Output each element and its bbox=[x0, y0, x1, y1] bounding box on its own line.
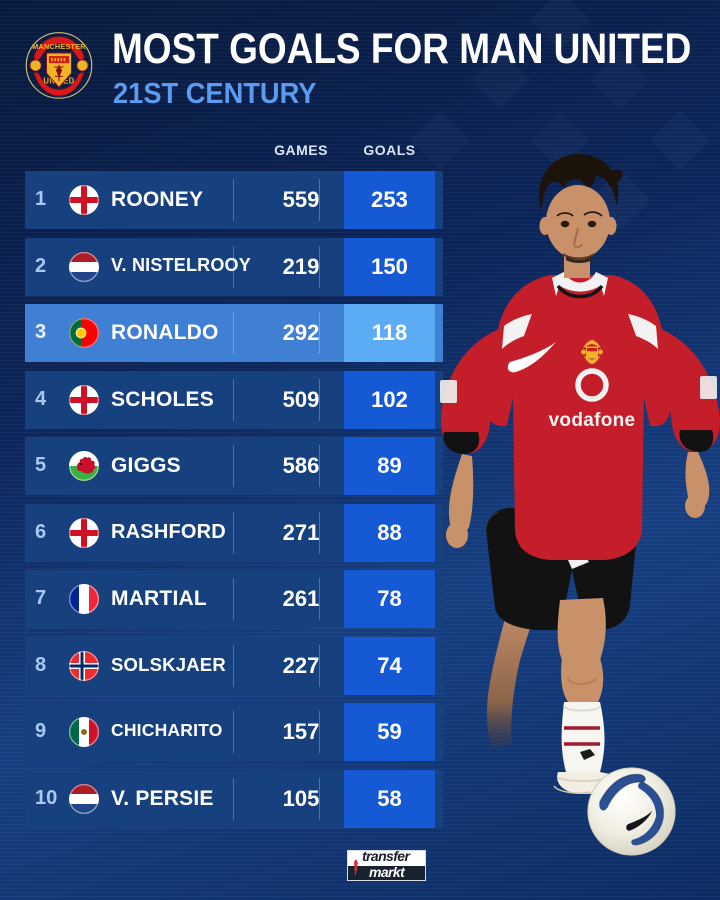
svg-text:vodafone: vodafone bbox=[549, 410, 636, 431]
svg-text:MANCHESTER: MANCHESTER bbox=[32, 42, 86, 51]
